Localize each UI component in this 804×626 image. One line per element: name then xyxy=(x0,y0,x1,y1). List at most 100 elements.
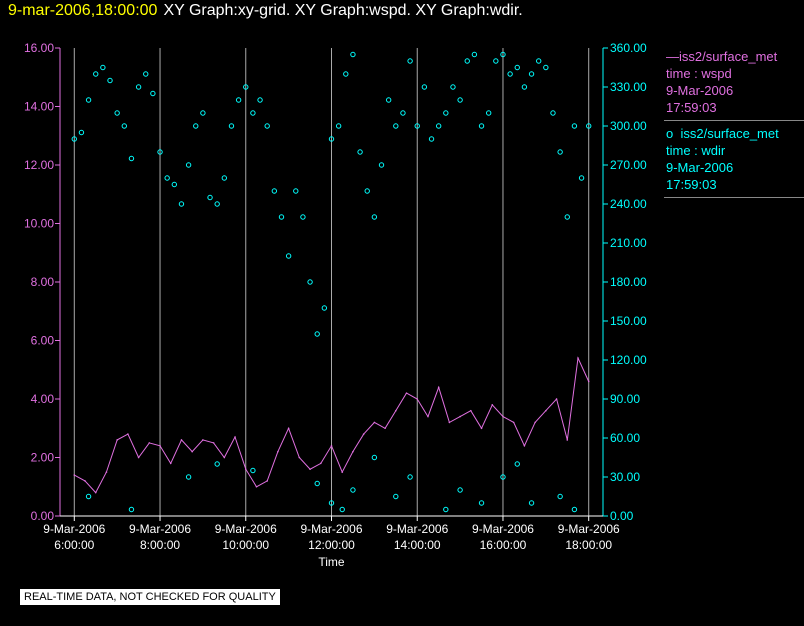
wdir-point xyxy=(407,474,413,480)
wdir-point xyxy=(228,123,235,129)
wdir-point xyxy=(535,58,542,64)
wdir-point xyxy=(193,123,199,129)
wdir-point xyxy=(464,58,470,64)
right-y-tick-label: 210.00 xyxy=(610,236,647,250)
left-y-tick-label: 4.00 xyxy=(31,392,55,406)
left-y-tick-label: 0.00 xyxy=(31,509,55,523)
left-y-tick-label: 8.00 xyxy=(31,275,55,289)
wdir-point xyxy=(207,194,213,201)
wdir-point xyxy=(314,331,320,337)
right-y-tick-label: 90.00 xyxy=(610,392,640,406)
wdir-point xyxy=(143,71,149,77)
legend-wspd-time: 17:59:03 xyxy=(666,100,717,115)
legend-wdir-series: iss2/surface_met xyxy=(680,126,779,141)
legend-wspd-var: time : wspd xyxy=(666,66,732,81)
header-timestamp: 9-mar-2006,18:00:00 xyxy=(8,2,158,19)
right-y-tick-label: 120.00 xyxy=(610,353,647,367)
x-tick-label-date: 9-Mar-2006 xyxy=(386,522,448,536)
wspd-point xyxy=(202,439,204,441)
legend-entry-wdir: o iss2/surface_met time : wdir 9-Mar-200… xyxy=(664,125,804,195)
wdir-point xyxy=(128,506,135,513)
wdir-point xyxy=(407,58,413,64)
x-tick-label-date: 9-Mar-2006 xyxy=(472,522,534,536)
axis-labels: 9-Mar-2006 6:00:00 9-Mar-2006 8:00:00 9-Mar-… xyxy=(24,41,647,569)
wspd-point xyxy=(545,409,547,412)
wdir-point xyxy=(385,97,392,103)
legend-wdir-date: 9-Mar-2006 xyxy=(666,160,734,175)
wspd-point xyxy=(319,462,322,465)
wdir-point xyxy=(393,493,399,500)
wdir-point xyxy=(514,64,520,71)
x-tick-label-date: 9-Mar-2006 xyxy=(43,522,105,536)
wdir-point xyxy=(264,123,270,129)
wdir-point xyxy=(200,110,206,116)
wspd-point xyxy=(148,442,151,444)
right-y-tick-label: 30.00 xyxy=(610,470,640,484)
left-y-tick-label: 10.00 xyxy=(24,217,54,231)
wdir-point xyxy=(178,201,185,207)
wspd-point xyxy=(234,436,236,438)
header: 9-mar-2006,18:00:00 XY Graph:xy-grid. XY … xyxy=(8,2,523,20)
wdir-point xyxy=(471,51,478,58)
wdir-point xyxy=(457,487,463,493)
right-y-tick-label: 360.00 xyxy=(610,41,647,55)
wdir-point xyxy=(500,51,506,58)
wdir-point xyxy=(557,149,563,155)
wdir-point xyxy=(285,253,292,259)
wdir-point xyxy=(78,129,85,136)
x-tick-label-date: 9-Mar-2006 xyxy=(300,522,362,536)
x-tick-label-time: 12:00:00 xyxy=(308,538,355,552)
x-tick-label-time: 16:00:00 xyxy=(480,538,527,552)
wspd-point xyxy=(459,415,461,418)
wspd-point xyxy=(330,445,333,447)
wspd-point xyxy=(416,398,419,400)
header-title: XY Graph:xy-grid. XY Graph:wspd. XY Grap… xyxy=(163,2,523,19)
wdir-point xyxy=(157,149,163,155)
wdir-point xyxy=(478,500,485,506)
wdir-point xyxy=(339,506,345,513)
wspd-point xyxy=(244,468,247,471)
wspd-point xyxy=(448,421,451,424)
wdir-point xyxy=(135,84,142,90)
wspd-point xyxy=(116,439,118,441)
wspd-point xyxy=(255,485,258,488)
wdir-series xyxy=(71,51,592,513)
wspd-point xyxy=(309,468,311,471)
wdir-point xyxy=(514,461,520,467)
wdir-point xyxy=(214,461,220,467)
wdir-point xyxy=(521,84,528,90)
legend-wspd-date: 9-Mar-2006 xyxy=(666,83,734,98)
wspd-point xyxy=(470,409,472,412)
wdir-point xyxy=(307,279,313,285)
wdir-point xyxy=(250,110,256,116)
wdir-point xyxy=(100,64,106,71)
quality-notice: REAL-TIME DATA, NOT CHECKED FOR QUALITY xyxy=(20,589,280,605)
wspd-point xyxy=(84,480,86,482)
wdir-point xyxy=(450,84,456,90)
wspd-point xyxy=(427,415,429,418)
right-y-tick-label: 330.00 xyxy=(610,80,647,94)
wdir-point xyxy=(221,175,228,181)
right-y-tick-label: 180.00 xyxy=(610,275,647,289)
wdir-point xyxy=(586,123,592,129)
wdir-point xyxy=(507,71,513,77)
wdir-point xyxy=(293,188,299,194)
wdir-point xyxy=(150,90,156,97)
wspd-series xyxy=(73,356,590,494)
right-y-tick-label: 240.00 xyxy=(610,197,647,211)
right-y-tick-label: 0.00 xyxy=(610,509,634,523)
wdir-point xyxy=(171,181,178,188)
wdir-point xyxy=(350,487,356,493)
wspd-point xyxy=(298,456,301,459)
wdir-point xyxy=(364,188,370,194)
legend-wdir-var: time : wdir xyxy=(666,143,726,158)
x-tick-label-time: 18:00:00 xyxy=(565,538,612,552)
legend-divider xyxy=(664,197,804,198)
wdir-point xyxy=(114,110,120,116)
wdir-point xyxy=(543,64,549,71)
wspd-point xyxy=(534,421,536,424)
wspd-point xyxy=(480,427,483,430)
wdir-point xyxy=(421,84,428,90)
wdir-point xyxy=(121,123,128,129)
